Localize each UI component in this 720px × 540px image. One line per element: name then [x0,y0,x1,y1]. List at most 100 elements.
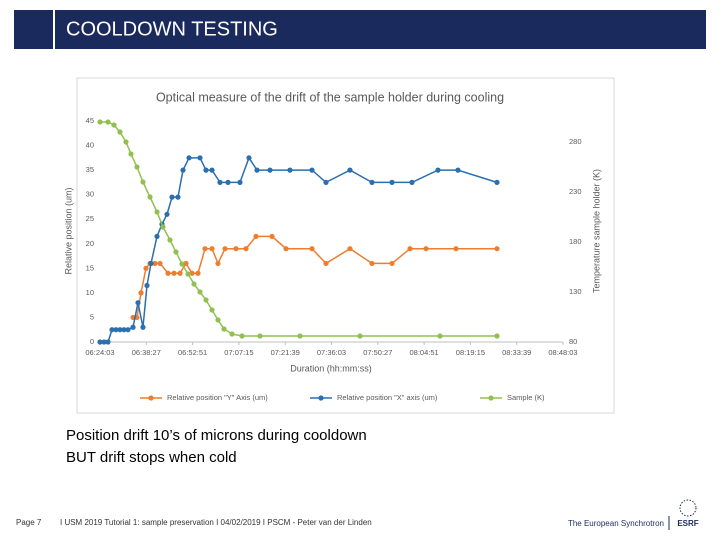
x-tick-label: 06:38:27 [132,348,161,357]
x-axis-title: Duration (hh:mm:ss) [290,363,372,373]
data-point [130,324,136,330]
data-point [357,333,363,339]
data-point [140,324,146,330]
data-point [152,260,158,267]
page-number: Page 7 [16,518,42,527]
data-point [309,167,315,173]
x-tick-label: 07:50:27 [363,348,392,357]
data-point [109,327,115,333]
data-point [435,167,441,173]
data-point [407,246,413,252]
y-tick-label: 5 [90,312,94,321]
data-point [186,155,192,161]
data-point [239,333,245,339]
data-point [309,246,315,252]
x-tick-label: 08:48:03 [548,348,577,357]
logo-text: ESRF [677,519,698,528]
data-point [180,167,186,173]
data-point [215,317,221,323]
bullet: Position drift 10’s of microns during co… [66,427,367,444]
data-point [134,164,140,170]
data-point [225,179,231,185]
footer-text: I USM 2019 Tutorial 1: sample preservati… [60,518,372,527]
y2-tick-label: 80 [569,337,577,346]
data-point [171,270,177,276]
data-point [287,167,293,173]
data-point [254,167,260,173]
y2-tick-label: 130 [569,287,582,296]
data-point [233,246,239,252]
data-point [175,194,181,200]
data-point [369,260,375,267]
data-point [164,211,170,217]
data-point [177,270,183,276]
data-point [128,151,134,157]
x-tick-label: 08:33:39 [502,348,531,357]
data-point [267,167,273,173]
x-tick-label: 06:24:03 [85,348,114,357]
data-point [160,224,166,230]
y-axis-title: Relative position (um) [63,187,73,274]
y-tick-label: 10 [86,288,94,297]
data-point [197,155,203,161]
data-point [203,297,209,303]
org-name: The European Synchrotron [568,519,664,528]
data-point [494,246,500,252]
data-point [237,179,243,185]
y-tick-label: 35 [86,165,94,174]
data-point [283,246,289,252]
data-point [185,271,191,277]
data-point [135,300,141,306]
data-point [167,237,173,243]
bullet: BUT drift stops when cold [66,449,237,466]
data-point [165,270,171,276]
data-point [297,333,303,339]
data-point [455,167,461,173]
legend-label: Relative position "Y" Axis (um) [167,393,268,402]
x-tick-label: 08:19:15 [456,348,485,357]
data-point [246,155,252,161]
y-tick-label: 30 [86,190,94,199]
y-tick-label: 20 [86,239,94,248]
data-point [269,233,275,240]
data-point [157,260,163,267]
data-point [215,260,221,267]
data-point [144,282,150,289]
legend-marker [318,395,324,401]
data-point [437,333,443,339]
data-point [117,327,123,333]
y-tick-label: 40 [86,141,94,150]
data-point [138,290,144,296]
data-point [347,167,353,173]
data-point [111,122,117,128]
data-point [202,246,208,252]
x-tick-label: 06:52:51 [178,348,207,357]
data-point [494,333,500,339]
y-tick-label: 0 [90,337,94,346]
slide-title: COOLDOWN TESTING [66,18,278,40]
data-point [323,179,329,185]
data-point [243,246,249,252]
data-point [154,233,160,240]
data-point [117,129,123,135]
data-point [203,167,209,173]
data-point [125,327,131,333]
plot: 06:24:03 06:38:27 06:52:51 07:07:15 07:21:39… [85,116,581,402]
data-point [143,265,149,271]
data-point [369,179,375,185]
data-point [148,260,154,267]
data-point [409,179,415,185]
legend-marker [148,395,154,401]
header-bar [14,10,706,49]
data-point [389,179,395,185]
data-point [173,249,179,255]
x-tick-label: 07:36:03 [317,348,346,357]
data-point [101,339,107,345]
data-point [121,327,127,333]
y-tick-label: 45 [86,116,94,125]
data-point [229,331,235,337]
data-point [253,233,259,240]
logo-mark [679,499,697,517]
data-point [189,270,195,276]
